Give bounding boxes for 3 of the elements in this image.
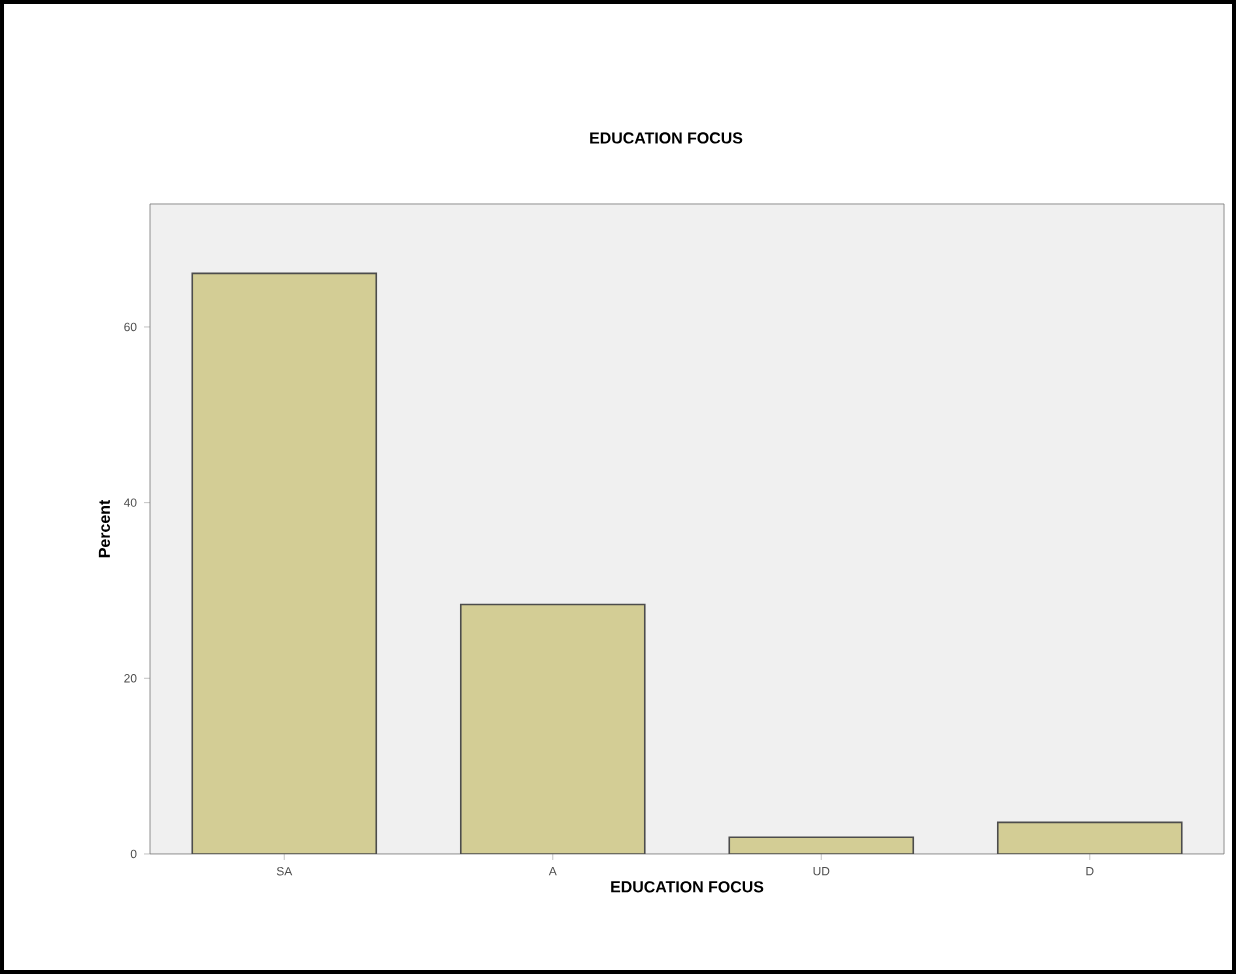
bar [192, 273, 377, 854]
bar [459, 603, 646, 854]
bar [996, 821, 1183, 854]
